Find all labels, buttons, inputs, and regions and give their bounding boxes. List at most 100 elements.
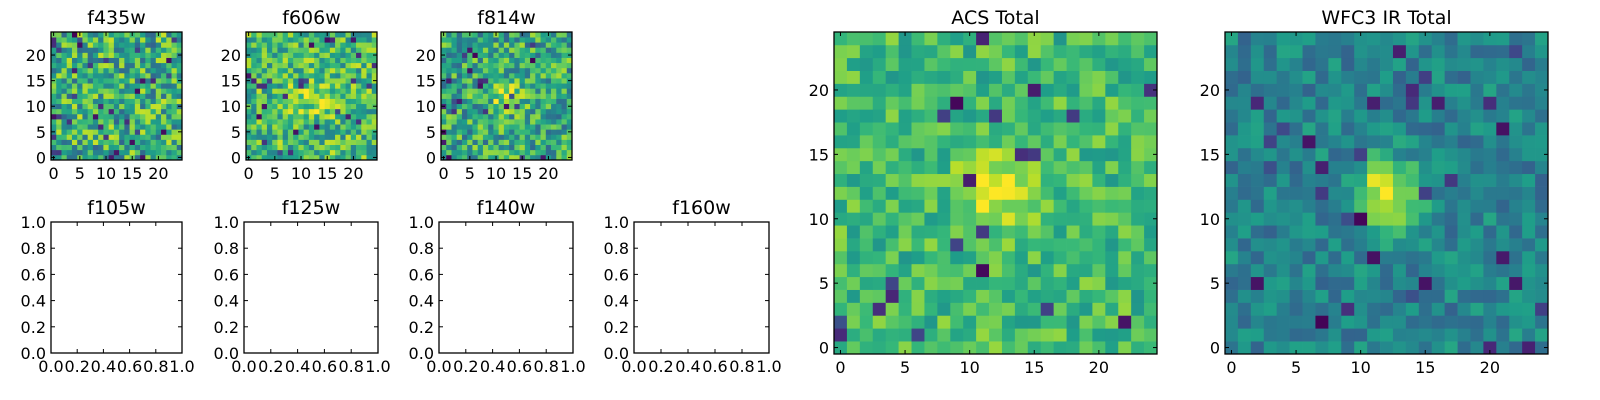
heatmap-cell (488, 78, 494, 84)
heatmap-cell (451, 62, 458, 69)
heatmap-cell (1470, 225, 1484, 239)
heatmap-cell (350, 93, 357, 99)
heatmap-cell (155, 108, 162, 115)
heatmap-cell (1535, 109, 1549, 123)
heatmap-cell (171, 144, 178, 151)
heatmap-cell (361, 37, 367, 43)
heatmap-cell (1053, 57, 1067, 71)
heatmap-cell (61, 113, 68, 120)
heatmap-cell (166, 52, 172, 58)
heatmap-cell (1250, 32, 1265, 46)
heatmap-cell (277, 62, 284, 69)
heatmap-cell (1263, 44, 1278, 59)
heatmap-cell (446, 42, 452, 48)
heatmap-cell (145, 129, 151, 135)
heatmap-cell (314, 88, 320, 94)
heatmap-cell (161, 72, 167, 79)
heatmap-cell (472, 52, 479, 58)
heatmap-cell (371, 57, 378, 64)
heatmap-cell (1001, 276, 1016, 290)
heatmap-cell (1263, 186, 1278, 200)
heatmap-cell (556, 144, 562, 151)
heatmap-cell (314, 52, 320, 58)
heatmap-cell (1522, 186, 1536, 200)
heatmap-cell (1496, 160, 1510, 175)
heatmap-cell (1027, 109, 1042, 123)
heatmap-cell (266, 37, 273, 43)
heatmap-cell (1470, 32, 1484, 46)
heatmap-cell (1053, 289, 1067, 303)
heatmap-cell (1066, 173, 1080, 187)
heatmap-cell (1276, 315, 1290, 329)
heatmap-cell (1328, 250, 1342, 265)
heatmap-cell (1237, 199, 1252, 213)
heatmap-cell (509, 47, 515, 53)
heatmap-cell (846, 122, 861, 136)
heatmap-cell (1341, 173, 1355, 187)
heatmap-cell (1001, 96, 1016, 110)
heatmap-cell (1418, 341, 1433, 355)
heatmap-cell (350, 119, 357, 125)
heatmap-cell (1027, 32, 1042, 46)
heatmap-cell (937, 250, 951, 265)
heatmap-cell (140, 98, 146, 105)
heatmap-cell (1250, 57, 1265, 71)
heatmap-cell (1341, 160, 1355, 175)
heatmap-cell (1367, 341, 1381, 355)
heatmap-cell (1144, 135, 1158, 149)
heatmap-cell (1118, 289, 1132, 303)
heatmap-cell (92, 119, 99, 125)
heatmap-cell (155, 78, 162, 84)
heatmap-cell (989, 212, 1003, 226)
heatmap-cell (1509, 276, 1523, 290)
heatmap-cell (561, 113, 568, 120)
heatmap-cell (1105, 135, 1119, 149)
heatmap-cell (1496, 263, 1510, 278)
heatmap-cell (256, 134, 263, 140)
heatmap-cell (361, 124, 367, 130)
heatmap-cell (56, 72, 62, 79)
heatmap-cell (1496, 276, 1510, 290)
heatmap-cell (261, 72, 268, 79)
heatmap-cell (446, 72, 452, 79)
heatmap-cell (1131, 315, 1145, 329)
heatmap-cell (319, 67, 325, 74)
heatmap-cell (1105, 96, 1119, 110)
heatmap-cell (1470, 122, 1484, 136)
heatmap-cell (129, 42, 136, 48)
heatmap-cell (976, 186, 990, 200)
heatmap-cell (872, 186, 887, 200)
heatmap-cell (298, 88, 304, 94)
heatmap-cell (256, 62, 263, 69)
heatmap-cell (859, 173, 874, 187)
heatmap-cell (446, 108, 452, 115)
heatmap-cell (335, 47, 341, 53)
heatmap-cell (51, 113, 57, 120)
heatmap-cell (1341, 135, 1355, 149)
heatmap-cell (989, 122, 1003, 136)
heatmap-cell (441, 88, 447, 94)
heatmap-cell (329, 154, 336, 161)
heatmap-cell (350, 37, 357, 43)
heatmap-cell (1053, 341, 1067, 355)
heatmap-cell (566, 98, 573, 105)
heatmap-cell (371, 119, 378, 125)
heatmap-cell (150, 88, 157, 94)
heatmap-cell (1380, 263, 1394, 278)
heatmap-cell (1431, 44, 1445, 59)
heatmap-cell (366, 78, 373, 84)
heatmap-cell (911, 302, 925, 316)
heatmap-cell (545, 93, 552, 99)
heatmap-cell (335, 37, 341, 43)
heatmap-cell (859, 96, 874, 110)
heatmap-cell (293, 154, 299, 161)
heatmap-cell (155, 72, 162, 79)
heatmap-cell (71, 113, 78, 120)
heatmap-cell (272, 129, 278, 135)
heatmap-cell (898, 57, 912, 71)
heatmap-cell (493, 108, 499, 115)
heatmap-cell (119, 83, 125, 89)
heatmap-cell (371, 67, 378, 74)
heatmap-cell (1509, 147, 1523, 162)
heatmap-cell (287, 113, 294, 120)
